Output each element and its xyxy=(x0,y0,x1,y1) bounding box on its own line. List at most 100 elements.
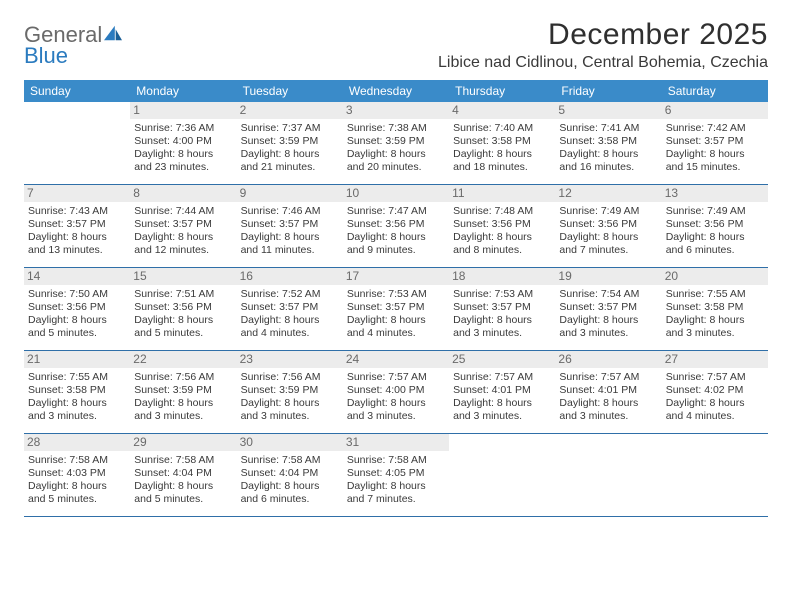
day-cell xyxy=(449,434,555,516)
sunset-text: Sunset: 3:57 PM xyxy=(241,218,339,231)
sunrise-text: Sunrise: 7:56 AM xyxy=(241,371,339,384)
daylight-text: and 6 minutes. xyxy=(666,244,764,257)
sunrise-text: Sunrise: 7:53 AM xyxy=(453,288,551,301)
daylight-text: Daylight: 8 hours xyxy=(28,231,126,244)
day-number: 5 xyxy=(555,102,661,119)
calendar-page: General Blue December 2025 Libice nad Ci… xyxy=(0,0,792,517)
day-cell: 13Sunrise: 7:49 AMSunset: 3:56 PMDayligh… xyxy=(662,185,768,267)
sunrise-text: Sunrise: 7:47 AM xyxy=(347,205,445,218)
daylight-text: and 4 minutes. xyxy=(666,410,764,423)
daylight-text: and 9 minutes. xyxy=(347,244,445,257)
daylight-text: and 3 minutes. xyxy=(28,410,126,423)
header: General Blue December 2025 Libice nad Ci… xyxy=(24,18,768,72)
daylight-text: and 3 minutes. xyxy=(134,410,232,423)
daylight-text: Daylight: 8 hours xyxy=(241,148,339,161)
sunrise-text: Sunrise: 7:57 AM xyxy=(347,371,445,384)
sunrise-text: Sunrise: 7:42 AM xyxy=(666,122,764,135)
day-cell: 24Sunrise: 7:57 AMSunset: 4:00 PMDayligh… xyxy=(343,351,449,433)
daylight-text: and 5 minutes. xyxy=(28,493,126,506)
day-number: 15 xyxy=(130,268,236,285)
day-number: 31 xyxy=(343,434,449,451)
day-cell: 3Sunrise: 7:38 AMSunset: 3:59 PMDaylight… xyxy=(343,102,449,184)
sunrise-text: Sunrise: 7:55 AM xyxy=(28,371,126,384)
day-cell: 26Sunrise: 7:57 AMSunset: 4:01 PMDayligh… xyxy=(555,351,661,433)
day-cell: 11Sunrise: 7:48 AMSunset: 3:56 PMDayligh… xyxy=(449,185,555,267)
day-of-week-header: SundayMondayTuesdayWednesdayThursdayFrid… xyxy=(24,80,768,102)
daylight-text: and 4 minutes. xyxy=(347,327,445,340)
sunset-text: Sunset: 3:57 PM xyxy=(559,301,657,314)
day-cell: 31Sunrise: 7:58 AMSunset: 4:05 PMDayligh… xyxy=(343,434,449,516)
daylight-text: and 16 minutes. xyxy=(559,161,657,174)
sunset-text: Sunset: 3:56 PM xyxy=(134,301,232,314)
sunset-text: Sunset: 3:57 PM xyxy=(134,218,232,231)
daylight-text: Daylight: 8 hours xyxy=(559,314,657,327)
day-number: 28 xyxy=(24,434,130,451)
daylight-text: Daylight: 8 hours xyxy=(347,397,445,410)
sunset-text: Sunset: 3:59 PM xyxy=(241,384,339,397)
daylight-text: Daylight: 8 hours xyxy=(241,397,339,410)
sunrise-text: Sunrise: 7:36 AM xyxy=(134,122,232,135)
daylight-text: Daylight: 8 hours xyxy=(666,148,764,161)
sunrise-text: Sunrise: 7:38 AM xyxy=(347,122,445,135)
sunset-text: Sunset: 3:58 PM xyxy=(453,135,551,148)
daylight-text: Daylight: 8 hours xyxy=(666,314,764,327)
daylight-text: Daylight: 8 hours xyxy=(134,231,232,244)
sunset-text: Sunset: 3:56 PM xyxy=(559,218,657,231)
sunset-text: Sunset: 3:57 PM xyxy=(241,301,339,314)
dow-sunday: Sunday xyxy=(24,80,130,102)
day-number: 2 xyxy=(237,102,343,119)
sunrise-text: Sunrise: 7:50 AM xyxy=(28,288,126,301)
sunrise-text: Sunrise: 7:53 AM xyxy=(347,288,445,301)
week-row: 1Sunrise: 7:36 AMSunset: 4:00 PMDaylight… xyxy=(24,102,768,185)
day-number: 26 xyxy=(555,351,661,368)
sunrise-text: Sunrise: 7:40 AM xyxy=(453,122,551,135)
sunrise-text: Sunrise: 7:37 AM xyxy=(241,122,339,135)
sunset-text: Sunset: 4:00 PM xyxy=(347,384,445,397)
day-cell: 14Sunrise: 7:50 AMSunset: 3:56 PMDayligh… xyxy=(24,268,130,350)
daylight-text: Daylight: 8 hours xyxy=(241,231,339,244)
day-number: 18 xyxy=(449,268,555,285)
daylight-text: and 3 minutes. xyxy=(453,327,551,340)
day-cell: 6Sunrise: 7:42 AMSunset: 3:57 PMDaylight… xyxy=(662,102,768,184)
daylight-text: and 3 minutes. xyxy=(453,410,551,423)
sunset-text: Sunset: 4:01 PM xyxy=(559,384,657,397)
daylight-text: Daylight: 8 hours xyxy=(559,397,657,410)
daylight-text: and 5 minutes. xyxy=(28,327,126,340)
sunset-text: Sunset: 3:56 PM xyxy=(347,218,445,231)
logo-sail-icon xyxy=(102,24,124,42)
sunset-text: Sunset: 4:04 PM xyxy=(241,467,339,480)
sunrise-text: Sunrise: 7:58 AM xyxy=(241,454,339,467)
calendar-grid: SundayMondayTuesdayWednesdayThursdayFrid… xyxy=(24,80,768,517)
daylight-text: and 3 minutes. xyxy=(559,327,657,340)
sunrise-text: Sunrise: 7:41 AM xyxy=(559,122,657,135)
dow-wednesday: Wednesday xyxy=(343,80,449,102)
sunrise-text: Sunrise: 7:49 AM xyxy=(559,205,657,218)
day-cell: 17Sunrise: 7:53 AMSunset: 3:57 PMDayligh… xyxy=(343,268,449,350)
day-cell: 29Sunrise: 7:58 AMSunset: 4:04 PMDayligh… xyxy=(130,434,236,516)
week-row: 7Sunrise: 7:43 AMSunset: 3:57 PMDaylight… xyxy=(24,185,768,268)
sunset-text: Sunset: 3:56 PM xyxy=(28,301,126,314)
daylight-text: and 4 minutes. xyxy=(241,327,339,340)
daylight-text: Daylight: 8 hours xyxy=(453,148,551,161)
daylight-text: Daylight: 8 hours xyxy=(666,397,764,410)
day-number: 8 xyxy=(130,185,236,202)
daylight-text: Daylight: 8 hours xyxy=(347,231,445,244)
sunset-text: Sunset: 3:56 PM xyxy=(453,218,551,231)
day-number: 30 xyxy=(237,434,343,451)
daylight-text: and 21 minutes. xyxy=(241,161,339,174)
day-number: 21 xyxy=(24,351,130,368)
day-number: 23 xyxy=(237,351,343,368)
day-cell xyxy=(662,434,768,516)
daylight-text: Daylight: 8 hours xyxy=(28,397,126,410)
daylight-text: Daylight: 8 hours xyxy=(453,397,551,410)
dow-thursday: Thursday xyxy=(449,80,555,102)
sunrise-text: Sunrise: 7:57 AM xyxy=(453,371,551,384)
day-number: 27 xyxy=(662,351,768,368)
sunset-text: Sunset: 3:59 PM xyxy=(134,384,232,397)
day-cell: 8Sunrise: 7:44 AMSunset: 3:57 PMDaylight… xyxy=(130,185,236,267)
day-cell: 28Sunrise: 7:58 AMSunset: 4:03 PMDayligh… xyxy=(24,434,130,516)
sunset-text: Sunset: 3:59 PM xyxy=(241,135,339,148)
daylight-text: and 11 minutes. xyxy=(241,244,339,257)
sunset-text: Sunset: 3:57 PM xyxy=(28,218,126,231)
day-number: 9 xyxy=(237,185,343,202)
